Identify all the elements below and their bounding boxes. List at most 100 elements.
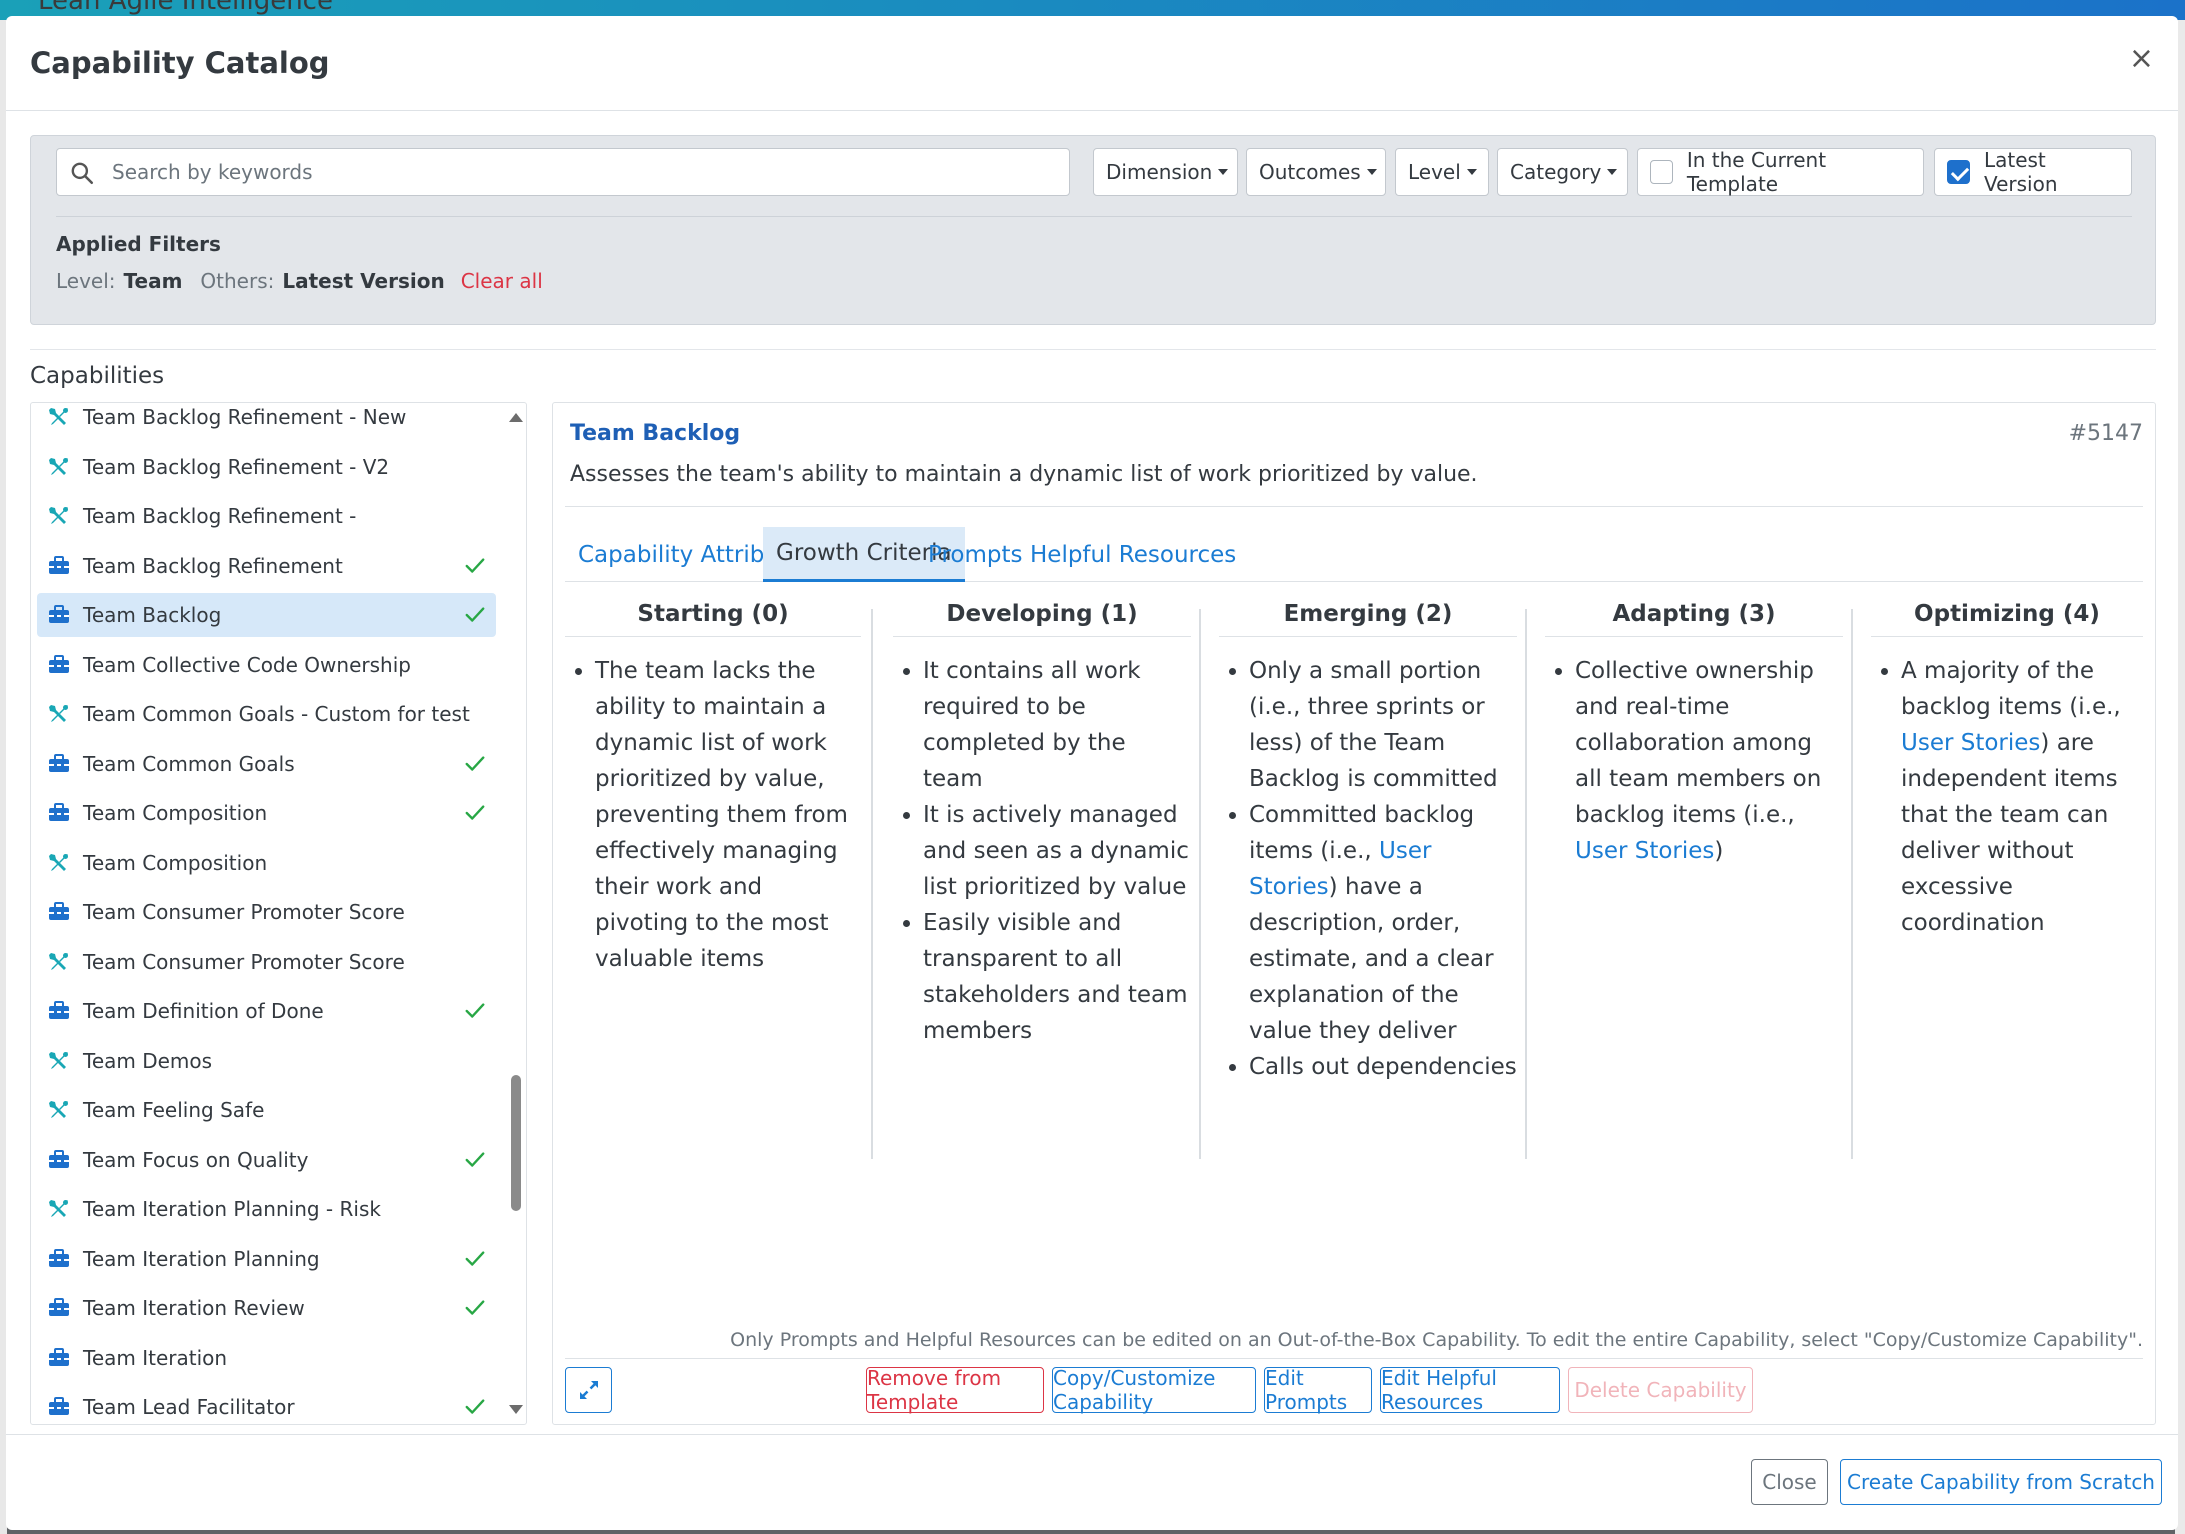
scrollbar[interactable] xyxy=(504,403,526,1424)
growth-column-optimizing: Optimizing (4) A majority of the backlog… xyxy=(1871,593,2143,1133)
capability-label: Team Consumer Promoter Score xyxy=(83,900,405,924)
filter-divider xyxy=(56,216,2132,217)
tab-prompts[interactable]: Prompts xyxy=(928,541,1023,568)
scrollbar-thumb[interactable] xyxy=(511,1075,521,1211)
backdrop-right-edge xyxy=(2175,20,2185,1534)
capability-label: Team Common Goals - Custom for test xyxy=(83,702,470,726)
user-stories-link[interactable]: User Stories xyxy=(1901,730,2041,756)
capability-label: Team Iteration Planning - Risk xyxy=(83,1197,381,1221)
checkmark-icon xyxy=(465,755,485,771)
capability-title: Team Backlog xyxy=(570,421,741,446)
capability-list-item[interactable]: Team Iteration Planning xyxy=(37,1237,496,1281)
capability-label: Team Feeling Safe xyxy=(83,1098,265,1122)
capability-list-item[interactable]: Team Focus on Quality xyxy=(37,1138,496,1182)
wrench-screwdriver-icon xyxy=(49,1051,68,1069)
toolbox-icon xyxy=(49,1347,69,1366)
caret-down-icon xyxy=(1466,169,1477,175)
backdrop-app-header: Lean Agile Intelligence xyxy=(0,0,2185,20)
capability-list-item[interactable]: Team Demos xyxy=(37,1039,496,1083)
clear-all-link[interactable]: Clear all xyxy=(460,269,543,293)
category-dropdown[interactable]: Category xyxy=(1497,148,1628,196)
capability-label: Team Focus on Quality xyxy=(83,1147,309,1172)
capability-list-item[interactable]: Team Consumer Promoter Score xyxy=(37,940,496,984)
dimension-dropdown[interactable]: Dimension xyxy=(1093,148,1238,196)
growth-criteria-item: Collective ownership and real-time colla… xyxy=(1575,653,1843,869)
create-capability-button[interactable]: Create Capability from Scratch xyxy=(1840,1459,2162,1505)
modal-header: Capability Catalog × xyxy=(6,16,2178,111)
capability-list-item[interactable]: Team Consumer Promoter Score xyxy=(37,890,496,934)
wrench-screwdriver-icon xyxy=(49,705,68,722)
close-icon[interactable]: × xyxy=(2128,41,2154,76)
edit-prompts-button[interactable]: Edit Prompts xyxy=(1264,1366,1372,1414)
growth-criteria-item: Easily visible and transparent to all st… xyxy=(923,905,1191,1049)
growth-column-heading: Starting (0) xyxy=(565,593,861,637)
remove-from-template-button[interactable]: Remove from Template xyxy=(866,1366,1044,1414)
expand-button[interactable] xyxy=(565,1367,612,1413)
capability-list-item[interactable]: Team Collective Code Ownership xyxy=(37,643,496,687)
detail-tabs: Capability Attributes Growth Criteria Pr… xyxy=(565,527,2143,582)
capability-list-item[interactable]: Team Feeling Safe xyxy=(37,1088,496,1132)
capability-list-item[interactable]: Team Composition xyxy=(37,841,496,885)
capability-list-item[interactable]: Team Iteration Planning - Risk xyxy=(37,1187,496,1231)
delete-capability-button: Delete Capability xyxy=(1568,1367,1753,1413)
checkmark-icon xyxy=(465,1151,485,1167)
latest-version-checkbox[interactable]: Latest Version xyxy=(1934,148,2132,196)
capability-label: Team Backlog Refinement - V2 xyxy=(83,454,390,479)
modal-title: Capability Catalog xyxy=(30,46,330,80)
toolbox-icon xyxy=(49,605,69,623)
capability-list-item[interactable]: Team Backlog Refinement - New xyxy=(37,403,496,439)
copy-customize-button[interactable]: Copy/Customize Capability xyxy=(1052,1366,1256,1414)
growth-criteria-item: It contains all work required to be comp… xyxy=(923,653,1191,797)
capability-list-item[interactable]: Team Backlog Refinement - xyxy=(37,494,496,538)
capability-list-item[interactable]: Team Backlog Refinement - V2 xyxy=(37,445,496,489)
wrench-screwdriver-icon xyxy=(49,853,68,871)
search-input[interactable] xyxy=(112,149,1052,195)
capability-list-item[interactable]: Team Lead Facilitator xyxy=(37,1385,496,1424)
capability-list-item[interactable]: Team Iteration Review xyxy=(37,1286,496,1330)
filter-panel: Dimension Outcomes Level Category In the… xyxy=(30,135,2156,325)
capability-list-item[interactable]: Team Backlog Refinement xyxy=(37,544,496,588)
growth-column-heading: Developing (1) xyxy=(893,593,1191,637)
level-dropdown[interactable]: Level xyxy=(1395,148,1489,196)
toolbox-icon xyxy=(49,1298,69,1316)
close-button[interactable]: Close xyxy=(1751,1459,1828,1505)
in-current-template-checkbox[interactable]: In the Current Template xyxy=(1637,148,1924,196)
capability-list-item[interactable]: Team Common Goals xyxy=(37,742,496,786)
expand-arrows-icon xyxy=(579,1381,598,1399)
capability-description: Assesses the team's ability to maintain … xyxy=(570,462,1478,487)
scroll-down-arrow-icon[interactable] xyxy=(509,1405,523,1414)
capability-list-item[interactable]: Team Backlog xyxy=(37,593,496,637)
growth-criteria-list: A majority of the backlog items (i.e., U… xyxy=(1871,653,2143,941)
edit-helpful-resources-button[interactable]: Edit Helpful Resources xyxy=(1380,1366,1560,1414)
capability-label: Team Backlog Refinement xyxy=(83,553,343,578)
capability-list-item[interactable]: Team Common Goals - Custom for test xyxy=(37,692,496,736)
user-stories-link[interactable]: User Stories xyxy=(1249,838,1432,900)
detail-divider xyxy=(565,506,2143,507)
growth-criteria-list: Collective ownership and real-time colla… xyxy=(1545,653,1843,869)
growth-criteria-list: The team lacks the ability to maintain a… xyxy=(565,653,861,977)
user-stories-link[interactable]: User Stories xyxy=(1575,838,1715,864)
wrench-screwdriver-icon xyxy=(49,408,68,425)
capability-list-item[interactable]: Team Definition of Done xyxy=(37,989,496,1033)
column-divider xyxy=(1851,609,1853,1159)
detail-footer-divider xyxy=(565,1358,2143,1359)
growth-criteria-item: Committed backlog items (i.e., User Stor… xyxy=(1249,797,1517,1049)
applied-filters-row: Level: Team Others: Latest Version Clear… xyxy=(56,269,543,293)
outcomes-dropdown[interactable]: Outcomes xyxy=(1246,148,1386,196)
column-divider xyxy=(1525,609,1527,1159)
capability-list-item[interactable]: Team Composition xyxy=(37,791,496,835)
scroll-up-arrow-icon[interactable] xyxy=(509,413,523,422)
tab-growth-criteria[interactable]: Growth Criteria xyxy=(763,527,965,582)
checkmark-icon xyxy=(465,1399,485,1414)
capability-list-item[interactable]: Team Iteration xyxy=(37,1336,496,1380)
tab-helpful-resources[interactable]: Helpful Resources xyxy=(1030,541,1237,568)
checkbox-checked-icon xyxy=(1947,160,1970,184)
criteria-text: ) xyxy=(1714,838,1724,864)
growth-column-heading: Optimizing (4) xyxy=(1871,593,2143,637)
growth-criteria-item: It is actively managed and seen as a dyn… xyxy=(923,797,1191,905)
section-divider xyxy=(30,349,2156,350)
criteria-text: ) have a description, order, estimate, a… xyxy=(1249,874,1494,1044)
modal-footer-divider xyxy=(6,1434,2178,1435)
wrench-screwdriver-icon xyxy=(49,952,68,970)
checkmark-icon xyxy=(465,557,485,573)
